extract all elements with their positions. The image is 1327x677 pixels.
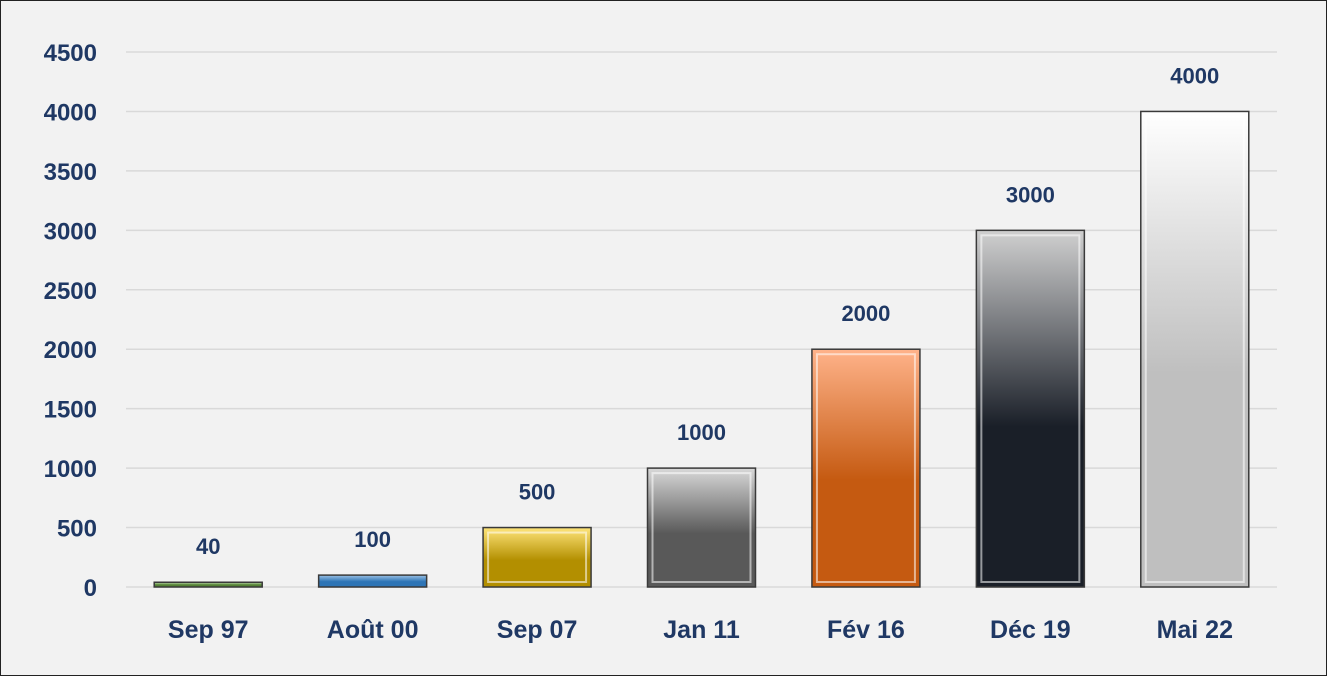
bar <box>646 467 757 588</box>
bar-bevel <box>651 472 752 583</box>
x-tick-label: Août 00 <box>327 616 419 644</box>
data-labels: 40 100 500 1000 2000 3000 4000 <box>196 63 1219 559</box>
bar <box>1140 110 1250 588</box>
y-tick-label: 1500 <box>44 397 97 424</box>
bar-bevel <box>980 234 1081 583</box>
x-tick-label: Déc 19 <box>990 616 1071 644</box>
bar-bevel <box>487 531 588 583</box>
data-label: 1000 <box>677 420 726 445</box>
x-axis: Sep 97 Août 00 Sep 07 Jan 11 Fév 16 Déc 19 Mai… <box>168 616 1233 644</box>
bar <box>153 581 263 588</box>
x-tick-label: Mai 22 <box>1157 616 1233 644</box>
y-tick-label: 0 <box>84 575 97 602</box>
data-label: 2000 <box>841 301 890 326</box>
gridlines <box>126 51 1277 588</box>
bar <box>811 348 921 588</box>
y-tick-label: 500 <box>57 516 97 543</box>
bar <box>482 526 592 588</box>
y-tick-label: 1000 <box>44 456 97 483</box>
data-label: 500 <box>519 480 556 505</box>
y-tick-label: 4500 <box>44 40 97 67</box>
y-tick-label: 4000 <box>44 99 97 126</box>
y-tick-label: 2000 <box>44 337 97 364</box>
bar-bevel <box>815 353 916 583</box>
data-label: 40 <box>196 534 220 559</box>
x-tick-label: Sep 97 <box>168 616 249 644</box>
x-tick-label: Sep 07 <box>497 616 578 644</box>
data-label: 100 <box>354 527 391 552</box>
bar-bevel <box>1144 115 1245 583</box>
y-tick-label: 3500 <box>44 159 97 186</box>
y-axis: 0 500 1000 1500 2000 2500 3000 3500 4000 4500 <box>44 40 97 602</box>
x-tick-label: Jan 11 <box>663 616 740 644</box>
bars <box>153 110 1250 588</box>
y-tick-label: 2500 <box>44 278 97 305</box>
data-label: 4000 <box>1170 63 1219 88</box>
bar <box>975 229 1086 588</box>
bar <box>317 574 428 588</box>
y-tick-label: 3000 <box>44 218 97 245</box>
x-tick-label: Fév 16 <box>827 616 905 644</box>
data-label: 3000 <box>1006 182 1055 207</box>
